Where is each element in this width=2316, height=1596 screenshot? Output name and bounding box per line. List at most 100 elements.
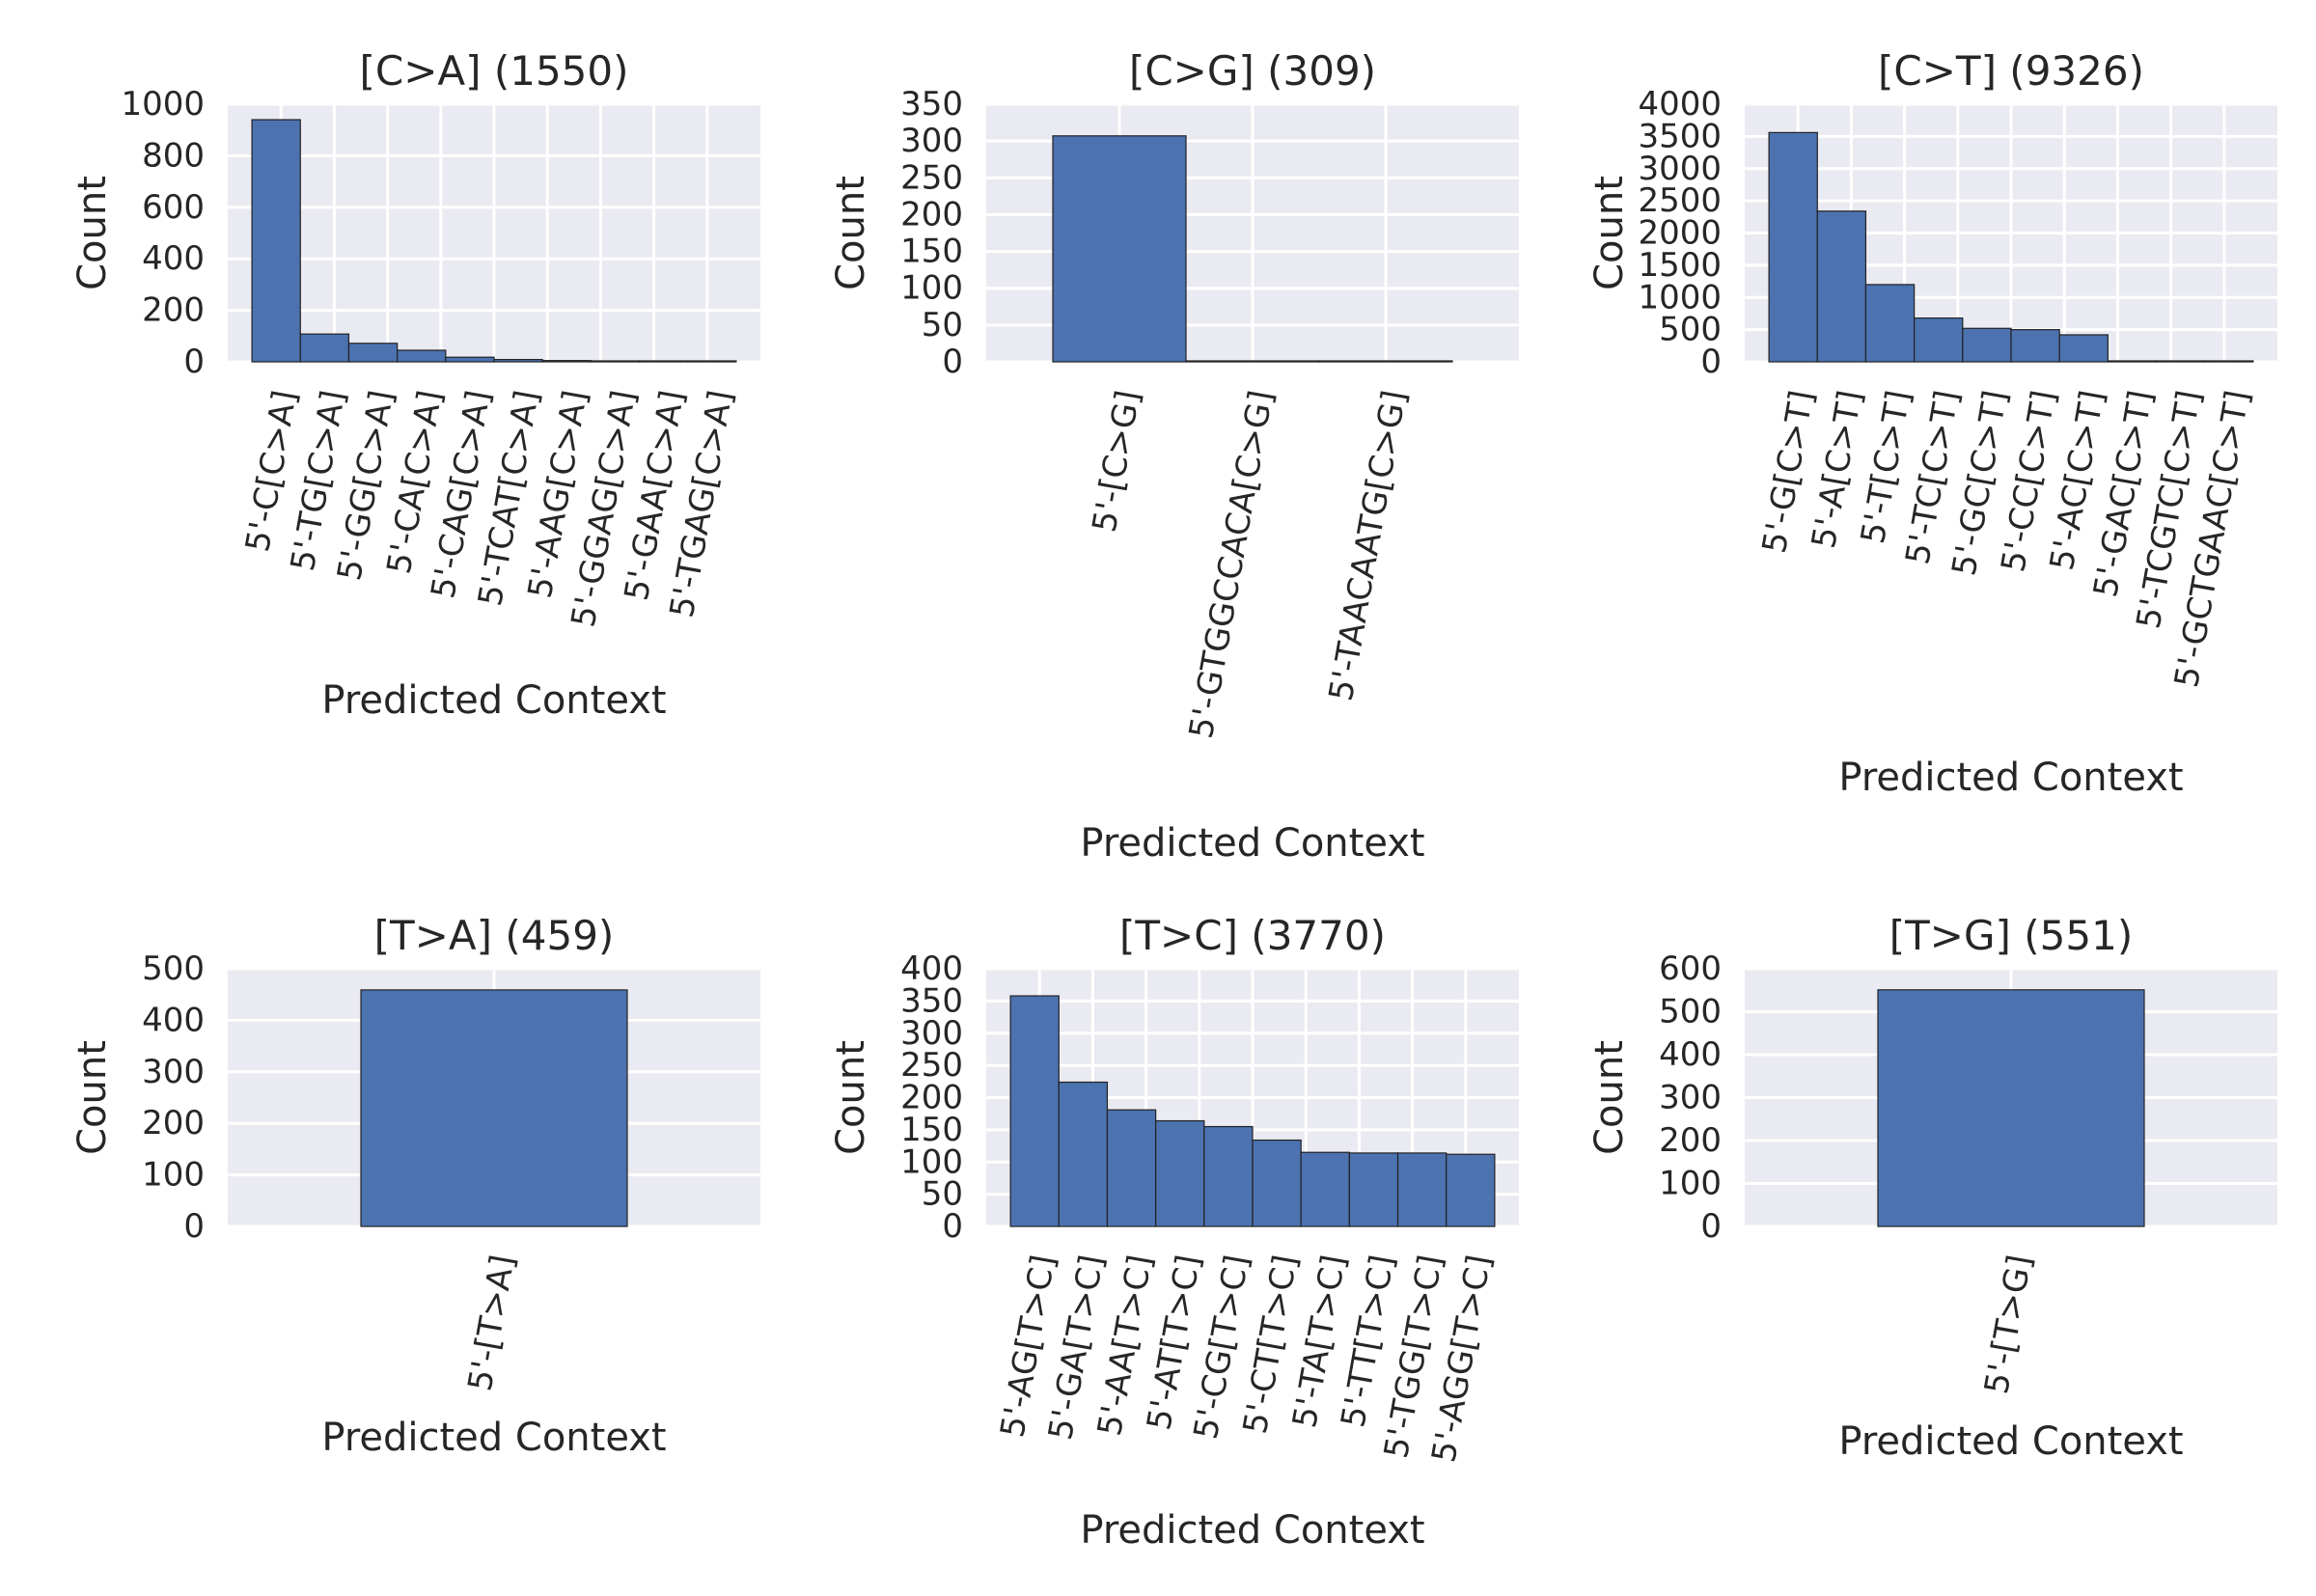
y-tick-label: 0 (183, 343, 205, 381)
subplot-title: [C>T] (9326) (1878, 47, 2144, 95)
bar-7 (541, 360, 592, 363)
y-tick-label: 2000 (1638, 214, 1722, 253)
bar-1 (1009, 995, 1060, 1227)
y-tick-label: 350 (900, 85, 963, 124)
y-tick-label: 200 (900, 1079, 963, 1117)
bar-10 (1446, 1153, 1496, 1227)
y-tick-label: 0 (942, 1207, 963, 1246)
y-tick-label: 100 (900, 1142, 963, 1181)
bar-2 (1816, 210, 1867, 363)
bar-10 (2204, 360, 2254, 363)
y-tick-label: 150 (900, 1111, 963, 1149)
y-tick-label: 0 (1700, 1207, 1722, 1246)
bar-2 (299, 333, 350, 363)
x-axis-label: Predicted Context (1080, 821, 1424, 866)
subplot-1: 020040060080010005'-C[C>A]5'-TG[C>A]5'-G… (70, 47, 760, 723)
bar-6 (493, 358, 543, 363)
subplot-5: 0501001502002503003504005'-AG[T>C]5'-GA[… (829, 912, 1519, 1553)
y-tick-label: 400 (1659, 1035, 1722, 1074)
subplot-title: [C>A] (1550) (359, 47, 628, 95)
y-tick-label: 300 (142, 1053, 205, 1091)
bar-10 (687, 360, 737, 363)
subplot-title: [T>C] (3770) (1119, 912, 1386, 959)
y-tick-label: 3000 (1638, 150, 1722, 188)
x-tick-label: 5'-[T>A] (461, 1252, 523, 1394)
bar-8 (1348, 1152, 1399, 1227)
bar-4 (397, 349, 447, 363)
y-tick-label: 200 (900, 195, 963, 234)
bar-3 (1318, 360, 1453, 363)
bar-4 (1155, 1119, 1205, 1227)
y-tick-label: 100 (900, 269, 963, 308)
bar-5 (1203, 1125, 1254, 1227)
y-axis-label: Count (1587, 176, 1632, 290)
y-tick-label: 400 (142, 1001, 205, 1039)
y-tick-label: 100 (1659, 1165, 1722, 1203)
bar-6 (2010, 329, 2060, 363)
bar-1 (251, 119, 301, 363)
y-tick-label: 50 (922, 306, 963, 344)
y-tick-label: 250 (900, 1046, 963, 1085)
y-tick-label: 50 (922, 1175, 963, 1214)
x-tick-label: 5'-TAACAATG[C>G] (1322, 388, 1415, 704)
bar-9 (638, 360, 689, 363)
y-tick-label: 400 (900, 949, 963, 988)
y-tick-label: 150 (900, 233, 963, 271)
x-tick-label: 5'-GTGGCCACA[C>G] (1182, 388, 1282, 742)
y-tick-label: 0 (183, 1207, 205, 1246)
y-tick-label: 600 (142, 188, 205, 227)
y-tick-label: 200 (142, 291, 205, 330)
y-axis-label: Count (70, 176, 115, 290)
subplot-title: [T>A] (459) (374, 912, 615, 959)
bar-1 (1877, 989, 2145, 1227)
bar-9 (1396, 1152, 1448, 1227)
y-tick-label: 400 (142, 239, 205, 278)
bar-3 (1106, 1109, 1157, 1227)
bar-1 (360, 989, 628, 1227)
y-tick-label: 300 (900, 1014, 963, 1053)
y-tick-label: 1500 (1638, 246, 1722, 285)
y-tick-label: 600 (1659, 949, 1722, 988)
bar-7 (1300, 1151, 1350, 1227)
bar-9 (2155, 360, 2206, 363)
y-tick-label: 100 (142, 1156, 205, 1195)
x-axis-label: Predicted Context (1080, 1508, 1424, 1553)
bar-8 (590, 360, 641, 363)
bar-7 (2058, 334, 2109, 363)
y-axis-label: Count (1587, 1040, 1632, 1155)
y-tick-label: 300 (900, 122, 963, 160)
y-tick-label: 200 (142, 1104, 205, 1142)
y-tick-label: 0 (1700, 343, 1722, 381)
subplot-title: [C>G] (309) (1129, 47, 1376, 95)
y-tick-label: 200 (1659, 1121, 1722, 1160)
x-axis-label: Predicted Context (1838, 1419, 2183, 1464)
y-tick-label: 300 (1659, 1079, 1722, 1117)
subplot-title: [T>G] (551) (1889, 912, 2133, 959)
x-tick-label: 5'-[T>G] (1977, 1252, 2040, 1397)
y-tick-label: 0 (942, 343, 963, 381)
x-axis-label: Predicted Context (321, 1416, 666, 1460)
bar-1 (1768, 131, 1818, 363)
y-tick-label: 1000 (1638, 278, 1722, 316)
y-tick-label: 500 (1659, 311, 1722, 349)
x-axis-label: Predicted Context (1838, 756, 2183, 800)
x-tick-label: 5'-[C>G] (1086, 388, 1148, 536)
bar-4 (1914, 317, 1964, 363)
x-axis-label: Predicted Context (321, 678, 666, 723)
y-axis-label: Count (829, 176, 873, 290)
y-tick-label: 350 (900, 981, 963, 1020)
bar-8 (2107, 360, 2158, 363)
y-tick-label: 3500 (1638, 117, 1722, 155)
y-tick-label: 2500 (1638, 181, 1722, 220)
y-tick-label: 500 (142, 949, 205, 988)
y-tick-label: 4000 (1638, 85, 1722, 124)
y-tick-label: 800 (142, 136, 205, 175)
subplot-3: 050010001500200025003000350040005'-G[C>T… (1587, 47, 2277, 800)
bar-2 (1058, 1081, 1109, 1227)
subplot-4: 0 100 200 300 400 500 5'-[T>A] [T>A] (459) Count… (70, 912, 760, 1460)
y-tick-label: 1000 (121, 85, 205, 124)
